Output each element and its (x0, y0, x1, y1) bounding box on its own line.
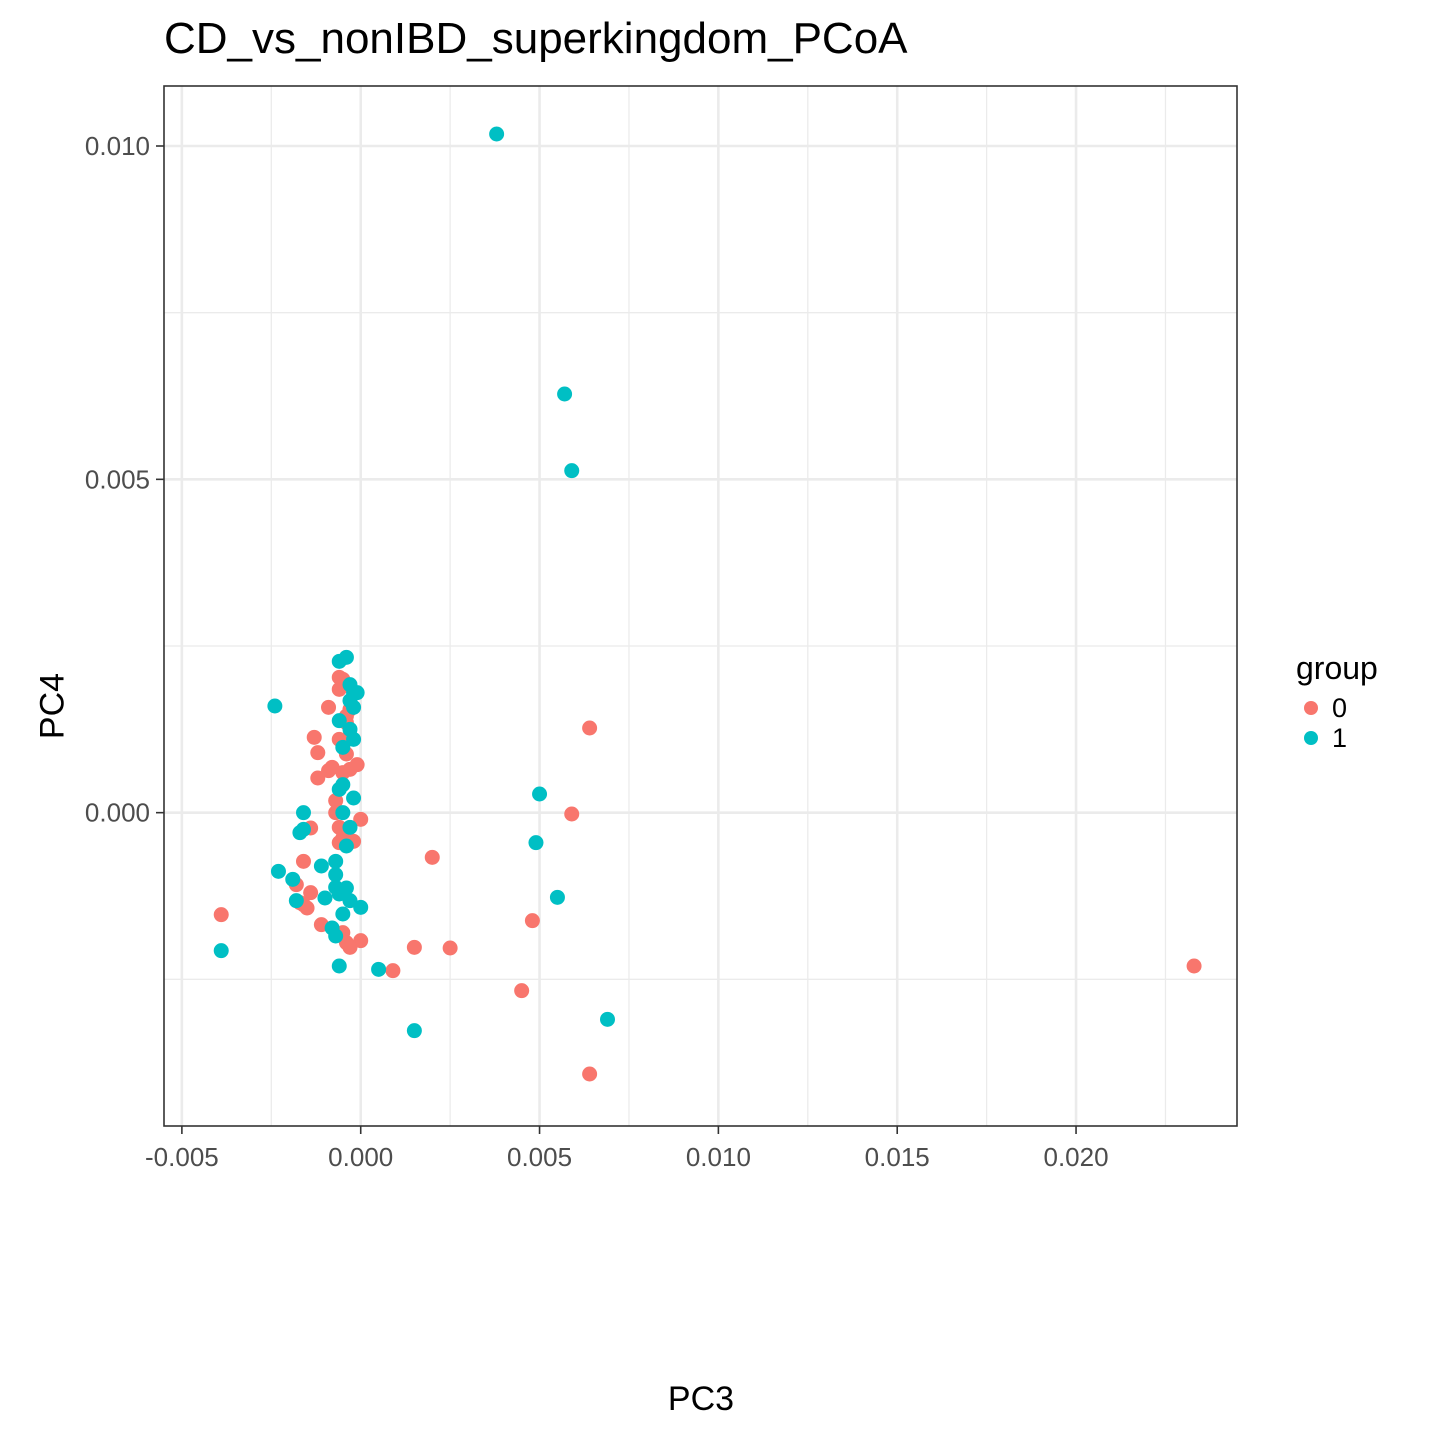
y-tick-label: 0.000 (85, 798, 150, 828)
data-point-group-0 (328, 793, 344, 809)
data-point-group-1 (335, 805, 351, 821)
data-point-group-1 (353, 899, 369, 915)
legend-label-0: 0 (1332, 692, 1348, 723)
x-axis-label: PC3 (667, 1380, 735, 1418)
major-gridlines (164, 86, 1237, 1126)
data-point-group-1 (564, 463, 580, 479)
data-point-group-1 (285, 871, 301, 887)
data-point-group-0 (442, 940, 458, 956)
data-point-group-1 (288, 893, 304, 909)
x-tick-label: 0.015 (865, 1142, 930, 1172)
y-tick-label: 0.010 (85, 131, 150, 161)
data-point-group-1 (371, 961, 387, 977)
data-point-group-1 (489, 126, 505, 142)
data-point-group-0 (338, 935, 354, 951)
data-point-group-1 (331, 713, 347, 729)
y-tick-label: 0.005 (85, 464, 150, 494)
data-point-group-1 (532, 786, 548, 802)
data-point-group-0 (295, 853, 311, 869)
data-point-group-1 (557, 386, 573, 402)
data-points (213, 126, 1202, 1082)
data-point-group-0 (331, 669, 347, 685)
data-point-group-0 (406, 939, 422, 955)
data-point-group-1 (328, 867, 344, 883)
data-point-group-0 (349, 757, 365, 773)
data-point-group-0 (303, 885, 319, 901)
data-point-group-0 (310, 770, 326, 786)
data-point-group-1 (328, 853, 344, 869)
data-point-group-1 (295, 821, 311, 837)
data-point-group-1 (331, 958, 347, 974)
data-point-group-0 (353, 811, 369, 827)
chart-title: CD_vs_nonIBD_superkingdom_PCoA (164, 14, 908, 63)
x-tick-label: 0.000 (328, 1142, 393, 1172)
legend-title: group (1296, 650, 1378, 686)
data-point-group-1 (342, 819, 358, 835)
data-point-group-1 (267, 698, 283, 714)
data-point-group-0 (310, 745, 326, 761)
data-point-group-1 (270, 863, 286, 879)
y-axis-label: PC4 (33, 672, 72, 740)
data-point-group-0 (424, 849, 440, 865)
data-point-group-1 (528, 835, 544, 851)
data-point-group-1 (313, 858, 329, 874)
data-point-group-1 (335, 739, 351, 755)
legend-key-0-icon (1304, 701, 1318, 715)
data-point-group-0 (299, 900, 315, 916)
data-point-group-0 (385, 963, 401, 979)
data-point-group-1 (331, 781, 347, 797)
data-point-group-0 (514, 983, 530, 999)
legend-label-1: 1 (1332, 722, 1348, 753)
panel-border (163, 85, 1238, 1127)
data-point-group-1 (600, 1011, 616, 1027)
legend-item-0: 0 (1296, 693, 1378, 723)
data-point-group-0 (213, 907, 229, 923)
legend-item-1: 1 (1296, 723, 1378, 753)
data-point-group-1 (328, 928, 344, 944)
data-point-group-1 (335, 906, 351, 922)
data-point-group-1 (317, 890, 333, 906)
data-point-group-1 (295, 805, 311, 821)
data-point-group-1 (346, 790, 362, 806)
data-point-group-0 (524, 913, 540, 929)
x-tick-label: 0.010 (686, 1142, 751, 1172)
data-point-group-1 (342, 893, 358, 909)
data-point-group-0 (582, 720, 598, 736)
data-point-group-1 (346, 731, 362, 747)
x-tick-label: -0.005 (145, 1142, 219, 1172)
minor-gridlines (164, 86, 1237, 1126)
data-point-group-0 (582, 1066, 598, 1082)
legend-key-1-icon (1304, 731, 1318, 745)
data-point-group-1 (213, 943, 229, 959)
y-axis: 0.000 0.005 0.010 (85, 131, 164, 828)
data-point-group-0 (306, 729, 322, 745)
data-point-group-1 (346, 699, 362, 715)
data-point-group-0 (353, 933, 369, 949)
data-point-group-0 (321, 699, 337, 715)
data-point-group-1 (549, 889, 565, 905)
data-point-group-1 (338, 880, 354, 896)
data-point-group-1 (338, 649, 354, 665)
x-axis: -0.005 0.000 0.005 0.010 0.015 0.020 (145, 1126, 1109, 1172)
x-tick-label: 0.005 (507, 1142, 572, 1172)
data-point-group-0 (1186, 958, 1202, 974)
data-point-group-1 (338, 838, 354, 854)
data-point-group-0 (564, 806, 580, 822)
data-point-group-1 (406, 1023, 422, 1039)
x-tick-label: 0.020 (1044, 1142, 1109, 1172)
legend: group 0 1 (1296, 650, 1378, 753)
